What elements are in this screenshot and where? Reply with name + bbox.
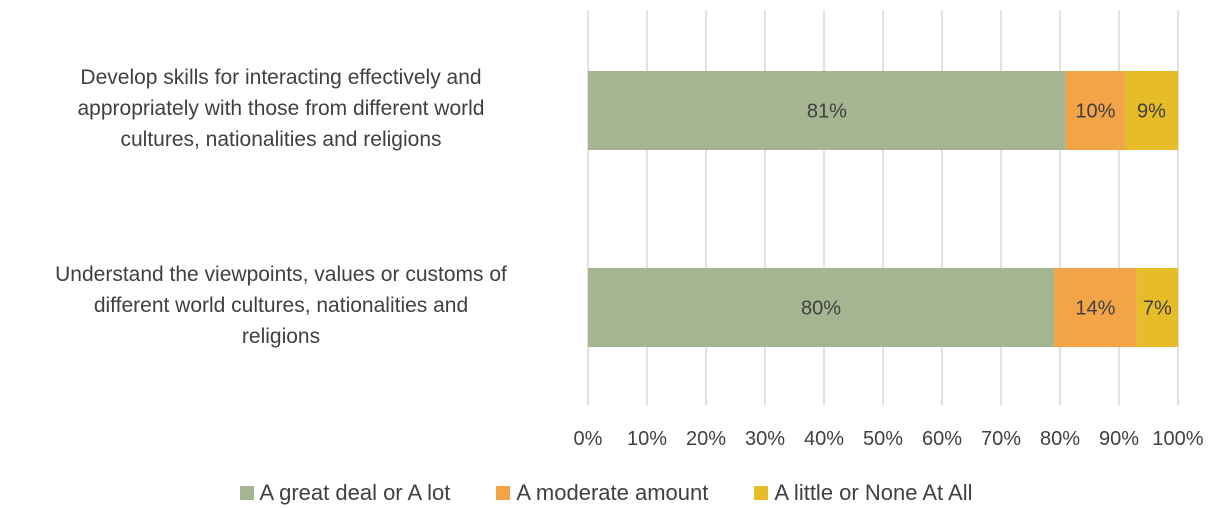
x-tick-label: 100% bbox=[1152, 428, 1203, 450]
category-label-2-line-1: Understand the viewpoints, values or cus… bbox=[55, 263, 507, 286]
category-label-1-line-3: cultures, nationalities and religions bbox=[120, 128, 442, 151]
legend-label-moderate: A moderate amount bbox=[516, 479, 709, 505]
category-label-2-line-3: religions bbox=[241, 325, 321, 348]
category-label-2: Understand the viewpoints, values or cus… bbox=[0, 259, 562, 352]
category-label-1: Develop skills for interacting effective… bbox=[0, 62, 562, 155]
legend-label-little-none: A little or None At All bbox=[774, 479, 973, 505]
bar-segment bbox=[588, 268, 1055, 347]
x-tick-label: 10% bbox=[627, 428, 667, 450]
bar-segment bbox=[1124, 71, 1178, 150]
data-label: 10% bbox=[1075, 101, 1115, 123]
data-label: 9% bbox=[1137, 101, 1166, 123]
bar-segment bbox=[1136, 268, 1178, 347]
x-tick-label: 0% bbox=[574, 428, 603, 450]
legend-label-great-deal: A great deal or A lot bbox=[259, 479, 451, 505]
data-label: 7% bbox=[1143, 298, 1172, 320]
category-label-1-line-1: Develop skills for interacting effective… bbox=[80, 66, 482, 89]
legend: A great deal or A lot A moderate amount … bbox=[0, 477, 1212, 508]
x-tick-label: 60% bbox=[922, 428, 962, 450]
data-label: 81% bbox=[807, 101, 847, 123]
x-tick-label: 90% bbox=[1099, 428, 1139, 450]
data-label: 14% bbox=[1075, 298, 1115, 320]
bar-segment bbox=[1065, 71, 1125, 150]
legend-item-little-none: A little or None At All bbox=[754, 480, 972, 506]
legend-item-great-deal: A great deal or A lot bbox=[239, 479, 451, 506]
x-tick-label: 50% bbox=[863, 428, 903, 450]
chart-plot: 0% 10% 20% 30% 40% 50% 60% 70% 80% 90% 100% 81% 10% 9… bbox=[574, 10, 1204, 450]
category-label-1-line-2: appropriately with those from different … bbox=[77, 97, 485, 120]
x-tick-label: 80% bbox=[1040, 428, 1080, 450]
x-tick-label: 20% bbox=[686, 428, 726, 450]
legend-item-moderate: A moderate amount bbox=[496, 480, 708, 506]
bar-segment bbox=[588, 71, 1066, 150]
data-label: 80% bbox=[801, 298, 841, 320]
bar-segment bbox=[1054, 268, 1137, 347]
category-label-2-line-2: different world cultures, nationalities … bbox=[93, 294, 469, 317]
legend-swatch-little-none bbox=[754, 485, 769, 500]
x-tick-label: 70% bbox=[981, 428, 1021, 450]
x-tick-label: 30% bbox=[745, 428, 785, 450]
legend-swatch-great-deal bbox=[239, 485, 254, 500]
x-tick-label: 40% bbox=[804, 428, 844, 450]
legend-swatch-moderate bbox=[496, 485, 511, 500]
